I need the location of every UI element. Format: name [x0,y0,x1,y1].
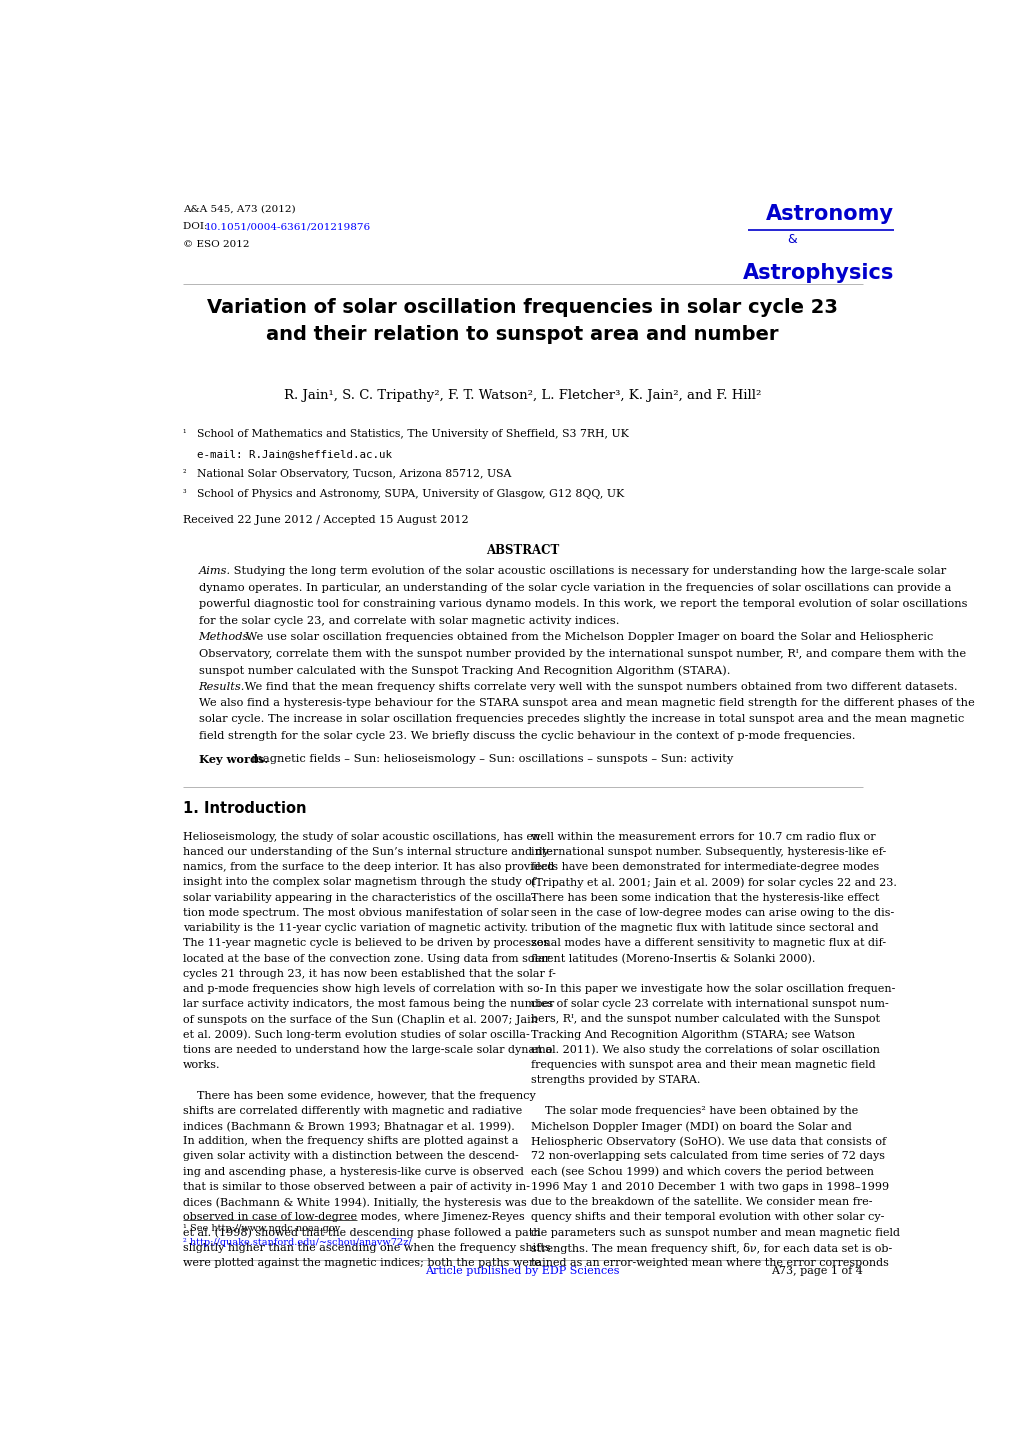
Text: tained as an error-weighted mean where the error corresponds: tained as an error-weighted mean where t… [530,1258,888,1268]
Text: ³: ³ [182,489,186,498]
Text: &: & [787,234,797,247]
Text: There has been some indication that the hysteresis-like effect: There has been some indication that the … [530,893,878,903]
Text: In this paper we investigate how the solar oscillation frequen-: In this paper we investigate how the sol… [530,984,894,994]
Text: (Tripathy et al. 2001; Jain et al. 2009) for solar cycles 22 and 23.: (Tripathy et al. 2001; Jain et al. 2009)… [530,877,896,887]
Text: frequencies with sunspot area and their mean magnetic field: frequencies with sunspot area and their … [530,1061,874,1071]
Text: ²: ² [182,469,186,478]
Text: Tracking And Recognition Algorithm (STARA; see Watson: Tracking And Recognition Algorithm (STAR… [530,1030,854,1040]
Text: The solar mode frequencies² have been obtained by the: The solar mode frequencies² have been ob… [530,1105,857,1115]
Text: Heliospheric Observatory (SoHO). We use data that consists of: Heliospheric Observatory (SoHO). We use … [530,1136,884,1147]
Text: R. Jain¹, S. C. Tripathy², F. T. Watson², L. Fletcher³, K. Jain², and F. Hill²: R. Jain¹, S. C. Tripathy², F. T. Watson²… [283,388,761,401]
Text: Studying the long term evolution of the solar acoustic oscillations is necessary: Studying the long term evolution of the … [230,567,946,577]
Text: ferent latitudes (Moreno-Insertis & Solanki 2000).: ferent latitudes (Moreno-Insertis & Sola… [530,954,814,964]
Text: dices (Bachmann & White 1994). Initially, the hysteresis was: dices (Bachmann & White 1994). Initially… [182,1198,526,1208]
Text: There has been some evidence, however, that the frequency: There has been some evidence, however, t… [182,1091,535,1101]
Text: dynamo operates. In particular, an understanding of the solar cycle variation in: dynamo operates. In particular, an under… [199,583,950,593]
Text: ¹ See http://www.ngdc.noaa.gov: ¹ See http://www.ngdc.noaa.gov [182,1224,339,1234]
Text: each (see Schou 1999) and which covers the period between: each (see Schou 1999) and which covers t… [530,1167,873,1177]
Text: 10.1051/0004-6361/201219876: 10.1051/0004-6361/201219876 [205,222,371,231]
Text: observed in case of low-degree modes, where Jimenez-Reyes: observed in case of low-degree modes, wh… [182,1212,524,1222]
Text: Results.: Results. [199,681,245,691]
Text: tion mode spectrum. The most obvious manifestation of solar: tion mode spectrum. The most obvious man… [182,908,528,918]
Text: sunspot number calculated with the Sunspot Tracking And Recognition Algorithm (S: sunspot number calculated with the Sunsp… [199,665,730,675]
Text: given solar activity with a distinction between the descend-: given solar activity with a distinction … [182,1152,518,1162]
Text: solar cycle. The increase in solar oscillation frequencies precedes slightly the: solar cycle. The increase in solar oscil… [199,714,963,724]
Text: strengths. The mean frequency shift, δν, for each data set is ob-: strengths. The mean frequency shift, δν,… [530,1242,891,1254]
Text: We use solar oscillation frequencies obtained from the Michelson Doppler Imager : We use solar oscillation frequencies obt… [242,632,932,642]
Text: ing and ascending phase, a hysteresis-like curve is observed: ing and ascending phase, a hysteresis-li… [182,1167,523,1176]
Text: cle parameters such as sunspot number and mean magnetic field: cle parameters such as sunspot number an… [530,1228,899,1238]
Text: In addition, when the frequency shifts are plotted against a: In addition, when the frequency shifts a… [182,1136,518,1146]
Text: Astrophysics: Astrophysics [742,263,894,283]
Text: seen in the case of low-degree modes can arise owing to the dis-: seen in the case of low-degree modes can… [530,908,893,918]
Text: quency shifts and their temporal evolution with other solar cy-: quency shifts and their temporal evoluti… [530,1212,883,1222]
Text: variability is the 11-year cyclic variation of magnetic activity.: variability is the 11-year cyclic variat… [182,924,527,934]
Text: indices (Bachmann & Brown 1993; Bhatnagar et al. 1999).: indices (Bachmann & Brown 1993; Bhatnaga… [182,1121,514,1131]
Text: A73, page 1 of 4: A73, page 1 of 4 [770,1267,862,1277]
Text: We find that the mean frequency shifts correlate very well with the sunspot numb: We find that the mean frequency shifts c… [240,681,956,691]
Text: Aims.: Aims. [199,567,230,577]
Text: School of Physics and Astronomy, SUPA, University of Glasgow, G12 8QQ, UK: School of Physics and Astronomy, SUPA, U… [197,489,624,499]
Text: ² http://quake.stanford.edu/~schou/anavw72z/: ² http://quake.stanford.edu/~schou/anavw… [182,1238,411,1247]
Text: hanced our understanding of the Sun’s internal structure and dy-: hanced our understanding of the Sun’s in… [182,847,552,857]
Text: field strength for the solar cycle 23. We briefly discuss the cyclic behaviour i: field strength for the solar cycle 23. W… [199,732,854,740]
Text: insight into the complex solar magnetism through the study of: insight into the complex solar magnetism… [182,877,535,887]
Text: were plotted against the magnetic indices; both the paths were: were plotted against the magnetic indice… [182,1258,540,1268]
Text: due to the breakdown of the satellite. We consider mean fre-: due to the breakdown of the satellite. W… [530,1198,871,1208]
Text: of sunspots on the surface of the Sun (Chaplin et al. 2007; Jain: of sunspots on the surface of the Sun (C… [182,1014,537,1025]
Text: Article published by EDP Sciences: Article published by EDP Sciences [425,1267,620,1277]
Text: 1996 May 1 and 2010 December 1 with two gaps in 1998–1999: 1996 May 1 and 2010 December 1 with two … [530,1182,888,1192]
Text: et al. (1998) showed that the descending phase followed a path: et al. (1998) showed that the descending… [182,1228,540,1238]
Text: A&A 545, A73 (2012): A&A 545, A73 (2012) [182,205,296,214]
Text: Michelson Doppler Imager (MDI) on board the Solar and: Michelson Doppler Imager (MDI) on board … [530,1121,851,1131]
Text: Observatory, correlate them with the sunspot number provided by the internationa: Observatory, correlate them with the sun… [199,649,965,658]
Text: shifts are correlated differently with magnetic and radiative: shifts are correlated differently with m… [182,1105,522,1115]
Text: fects have been demonstrated for intermediate-degree modes: fects have been demonstrated for interme… [530,863,878,872]
Text: solar variability appearing in the characteristics of the oscilla-: solar variability appearing in the chara… [182,893,535,903]
Text: e-mail: R.Jain@sheffield.ac.uk: e-mail: R.Jain@sheffield.ac.uk [197,449,391,459]
Text: tribution of the magnetic flux with latitude since sectoral and: tribution of the magnetic flux with lati… [530,924,877,934]
Text: magnetic fields – Sun: helioseismology – Sun: oscillations – sunspots – Sun: act: magnetic fields – Sun: helioseismology –… [252,755,733,763]
Text: tions are needed to understand how the large-scale solar dynamo: tions are needed to understand how the l… [182,1045,551,1055]
Text: National Solar Observatory, Tucson, Arizona 85712, USA: National Solar Observatory, Tucson, Ariz… [197,469,511,479]
Text: strengths provided by STARA.: strengths provided by STARA. [530,1075,699,1085]
Text: We also find a hysteresis-type behaviour for the STARA sunspot area and mean mag: We also find a hysteresis-type behaviour… [199,698,973,709]
Text: 1. Introduction: 1. Introduction [182,801,306,815]
Text: et al. 2009). Such long-term evolution studies of solar oscilla-: et al. 2009). Such long-term evolution s… [182,1030,529,1040]
Text: Methods.: Methods. [199,632,253,642]
Text: well within the measurement errors for 10.7 cm radio flux or: well within the measurement errors for 1… [530,831,874,841]
Text: et al. 2011). We also study the correlations of solar oscillation: et al. 2011). We also study the correlat… [530,1045,878,1055]
Text: © ESO 2012: © ESO 2012 [182,240,249,248]
Text: Received 22 June 2012 / Accepted 15 August 2012: Received 22 June 2012 / Accepted 15 Augu… [182,515,468,525]
Text: DOI:: DOI: [182,222,210,231]
Text: Helioseismology, the study of solar acoustic oscillations, has en-: Helioseismology, the study of solar acou… [182,831,543,841]
Text: 72 non-overlapping sets calculated from time series of 72 days: 72 non-overlapping sets calculated from … [530,1152,883,1162]
Text: Variation of solar oscillation frequencies in solar cycle 23
and their relation : Variation of solar oscillation frequenci… [207,297,838,343]
Text: Key words.: Key words. [199,755,268,765]
Text: zonal modes have a different sensitivity to magnetic flux at dif-: zonal modes have a different sensitivity… [530,938,884,948]
Text: powerful diagnostic tool for constraining various dynamo models. In this work, w: powerful diagnostic tool for constrainin… [199,599,966,609]
Text: and p-mode frequencies show high levels of correlation with so-: and p-mode frequencies show high levels … [182,984,543,994]
Text: The 11-year magnetic cycle is believed to be driven by processes: The 11-year magnetic cycle is believed t… [182,938,548,948]
Text: ABSTRACT: ABSTRACT [486,544,558,557]
Text: lar surface activity indicators, the most famous being the number: lar surface activity indicators, the mos… [182,999,553,1009]
Text: cies of solar cycle 23 correlate with international sunspot num-: cies of solar cycle 23 correlate with in… [530,999,888,1009]
Text: ¹: ¹ [182,429,186,437]
Text: that is similar to those observed between a pair of activity in-: that is similar to those observed betwee… [182,1182,529,1192]
Text: namics, from the surface to the deep interior. It has also provided: namics, from the surface to the deep int… [182,863,553,872]
Text: bers, Rᴵ, and the sunspot number calculated with the Sunspot: bers, Rᴵ, and the sunspot number calcula… [530,1014,878,1025]
Text: for the solar cycle 23, and correlate with solar magnetic activity indices.: for the solar cycle 23, and correlate wi… [199,616,619,626]
Text: international sunspot number. Subsequently, hysteresis-like ef-: international sunspot number. Subsequent… [530,847,886,857]
Text: located at the base of the convection zone. Using data from solar: located at the base of the convection zo… [182,954,549,964]
Text: School of Mathematics and Statistics, The University of Sheffield, S3 7RH, UK: School of Mathematics and Statistics, Th… [197,429,629,439]
Text: Astronomy: Astronomy [765,205,894,224]
Text: cycles 21 through 23, it has now been established that the solar f-: cycles 21 through 23, it has now been es… [182,968,555,978]
Text: works.: works. [182,1061,220,1071]
Text: slightly higher than the ascending one when the frequency shifts: slightly higher than the ascending one w… [182,1242,550,1253]
